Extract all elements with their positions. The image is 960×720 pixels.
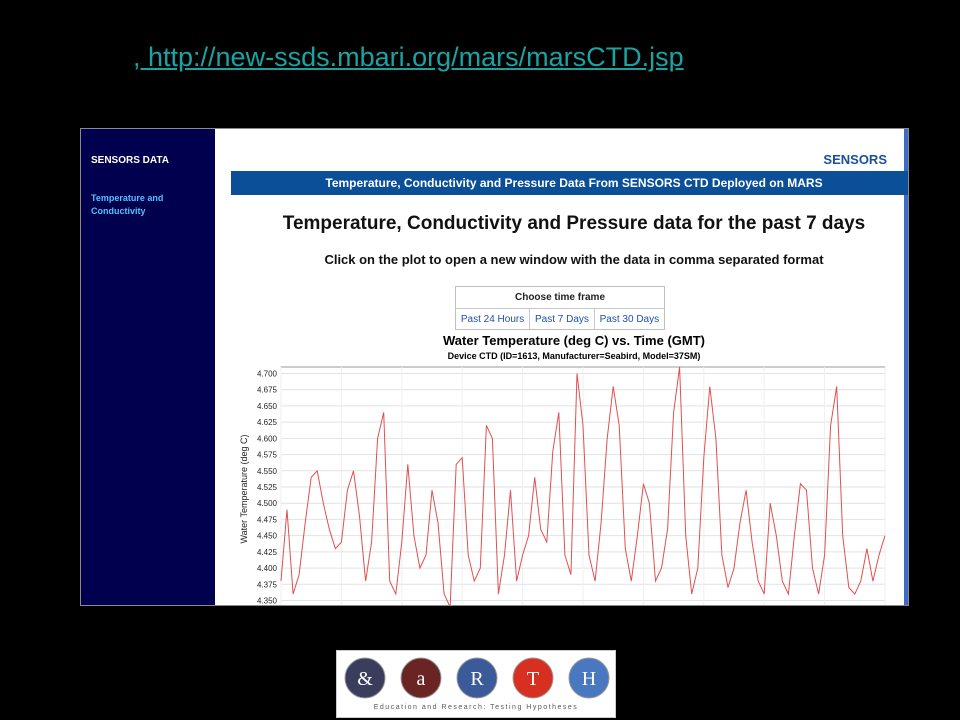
y-tick-label: 4.700 [257, 369, 278, 378]
y-tick-label: 4.400 [257, 564, 278, 573]
y-tick-label: 4.550 [257, 467, 278, 476]
page-banner: Temperature, Conductivity and Pressure D… [231, 171, 908, 195]
t-globe-icon: T [512, 657, 554, 699]
h-globe-icon: H [568, 657, 610, 699]
y-axis-label: Water Temperature (deg C) [239, 434, 249, 543]
sidebar: SENSORS DATA Temperature and Conductivit… [81, 129, 215, 605]
instruction-text: Click on the plot to open a new window w… [324, 252, 824, 267]
sidebar-link-temperature-conductivity[interactable]: Temperature and Conductivity [91, 193, 164, 216]
time-frame-header: Choose time frame [456, 287, 664, 309]
svg-text:H: H [582, 668, 596, 690]
time-frame-selector: Choose time frame Past 24 Hours Past 7 D… [455, 286, 665, 330]
past-30-days-button[interactable]: Past 30 Days [599, 314, 660, 325]
browser-viewport: SENSORS DATA Temperature and Conductivit… [80, 128, 909, 606]
earth-logo-banner: & a R T H Education and Research: Testing Hy… [336, 650, 616, 718]
y-tick-label: 4.475 [257, 515, 278, 524]
y-tick-label: 4.525 [257, 483, 278, 492]
ampersand-globe-icon: & [344, 657, 386, 699]
r-globe-icon: R [456, 657, 498, 699]
svg-text:a: a [417, 668, 426, 690]
chart-title: Water Temperature (deg C) vs. Time (GMT) [443, 333, 705, 348]
y-tick-label: 4.625 [257, 418, 278, 427]
chart-subtitle: Device CTD (ID=1613, Manufacturer=Seabir… [447, 351, 701, 361]
y-tick-label: 4.500 [257, 499, 278, 508]
past-7-days-button[interactable]: Past 7 Days [530, 309, 595, 330]
y-tick-label: 4.450 [257, 532, 278, 541]
past-24-hours-button[interactable]: Past 24 Hours [456, 309, 531, 330]
svg-text:T: T [527, 668, 539, 690]
page-right-edge [904, 129, 908, 605]
logo-caption: Education and Research: Testing Hypothes… [373, 704, 579, 711]
sidebar-title: SENSORS DATA [91, 155, 169, 166]
page-heading: Temperature, Conductivity and Pressure d… [282, 213, 866, 234]
y-tick-label: 4.350 [257, 597, 278, 606]
y-tick-label: 4.575 [257, 451, 278, 460]
a-globe-icon: a [400, 657, 442, 699]
sensors-brand-label: SENSORS [823, 152, 887, 167]
y-tick-label: 4.675 [257, 386, 278, 395]
y-tick-label: 4.375 [257, 580, 278, 589]
y-tick-label: 4.650 [257, 402, 278, 411]
y-tick-label: 4.425 [257, 548, 278, 557]
source-url-link[interactable]: , http://new-ssds.mbari.org/mars/marsCTD… [133, 42, 684, 72]
svg-text:R: R [470, 668, 484, 690]
temperature-chart[interactable]: 4.350 4.375 4.400 4.425 4.450 4.475 4.500 4.525… [231, 361, 891, 606]
y-tick-label: 4.600 [257, 434, 278, 443]
svg-text:&: & [357, 668, 373, 690]
series-line-water-temperature [280, 366, 886, 605]
